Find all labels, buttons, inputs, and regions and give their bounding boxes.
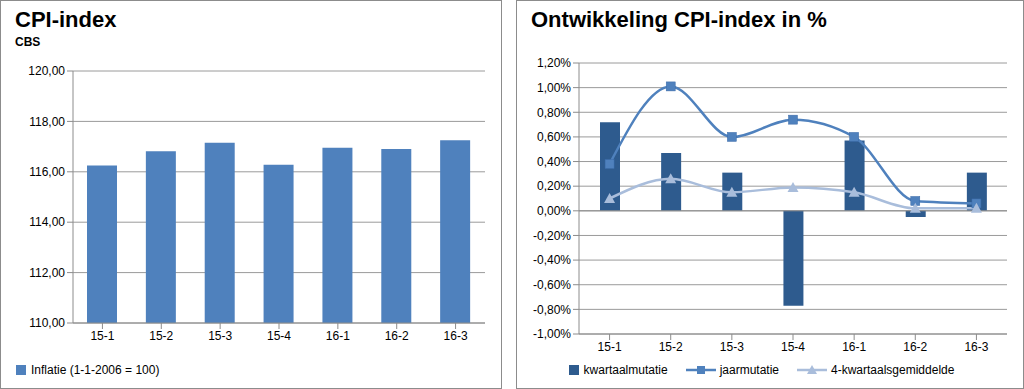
svg-text:1,20%: 1,20%	[537, 56, 571, 70]
svg-text:15-1: 15-1	[598, 340, 622, 354]
svg-text:-0,80%: -0,80%	[533, 303, 571, 317]
svg-text:16-3: 16-3	[444, 329, 468, 343]
svg-text:15-4: 15-4	[267, 329, 291, 343]
svg-text:114,00: 114,00	[29, 215, 65, 229]
html-text:Inflatie (1-1-2006 = 100): Inflatie (1-1-2006 = 100)	[31, 363, 160, 377]
svg-text:0,20%: 0,20%	[537, 179, 571, 193]
svg-text:0,00%: 0,00%	[537, 204, 571, 218]
html-text:kwartaalmutatie: kwartaalmutatie	[583, 363, 668, 377]
svg-text:15-2: 15-2	[149, 329, 173, 343]
svg-text:1,00%: 1,00%	[537, 81, 571, 95]
svg-text:112,00: 112,00	[29, 266, 65, 280]
svg-text:16-1: 16-1	[326, 329, 350, 343]
html-text:CBS: CBS	[15, 35, 41, 49]
html-text:4-kwartaalsgemiddelde: 4-kwartaalsgemiddelde	[831, 363, 955, 377]
svg-text:116,00: 116,00	[29, 165, 65, 179]
svg-text:0,80%: 0,80%	[537, 106, 571, 120]
html-text:jaarmutatie: jaarmutatie	[719, 363, 779, 377]
svg-text:15-1: 15-1	[90, 329, 114, 343]
svg-text:0,60%: 0,60%	[537, 130, 571, 144]
svg-text:0,40%: 0,40%	[537, 155, 571, 169]
svg-text:110,00: 110,00	[29, 316, 65, 330]
html-text:Ontwikkeling CPI-index in %: Ontwikkeling CPI-index in %	[531, 7, 827, 32]
svg-text:16-1: 16-1	[842, 340, 866, 354]
svg-text:16-2: 16-2	[385, 329, 409, 343]
svg-text:-0,20%: -0,20%	[533, 229, 571, 243]
svg-text:118,00: 118,00	[29, 115, 65, 129]
svg-text:15-3: 15-3	[720, 340, 744, 354]
svg-text:-1,00%: -1,00%	[533, 327, 571, 341]
svg-text:-0,60%: -0,60%	[533, 278, 571, 292]
svg-text:120,00: 120,00	[28, 64, 65, 78]
svg-text:16-2: 16-2	[903, 340, 927, 354]
html-text:CPI-index: CPI-index	[15, 7, 117, 32]
svg-text:-0,40%: -0,40%	[533, 253, 571, 267]
svg-text:15-4: 15-4	[781, 340, 805, 354]
svg-text:16-3: 16-3	[964, 340, 988, 354]
svg-text:15-2: 15-2	[659, 340, 683, 354]
svg-text:15-3: 15-3	[208, 329, 232, 343]
